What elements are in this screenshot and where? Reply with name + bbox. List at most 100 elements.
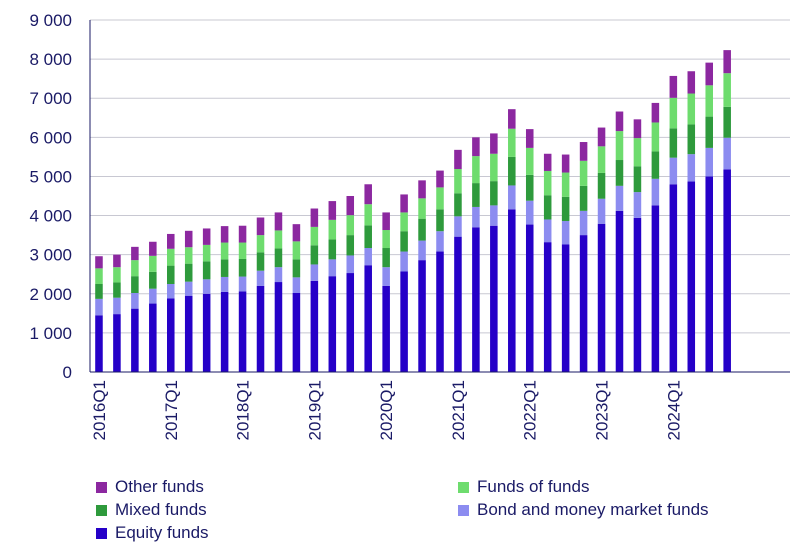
y-tick-label: 7 000 xyxy=(29,89,72,108)
legend-label-equity-funds: Equity funds xyxy=(115,523,209,542)
bar-segment xyxy=(436,187,444,210)
bar-segment xyxy=(400,212,408,232)
bar-segment xyxy=(256,252,265,271)
bar-segment xyxy=(579,160,588,186)
y-tick-label: 5 000 xyxy=(29,167,72,186)
bar-segment xyxy=(382,248,390,268)
bar-segment xyxy=(202,244,211,262)
bar-segment xyxy=(328,239,337,260)
legend-label-mixed-funds: Mixed funds xyxy=(115,500,207,519)
x-tick-label: 2022Q1 xyxy=(521,380,540,441)
bar-segment xyxy=(669,184,678,372)
bar-segment xyxy=(382,230,390,249)
bar-segment xyxy=(113,267,121,283)
bar-segment xyxy=(633,119,642,139)
bar-segment xyxy=(615,210,624,372)
bar-segment xyxy=(346,235,355,256)
bar-segment xyxy=(472,206,480,228)
bar-segment xyxy=(615,111,624,132)
bar-segment xyxy=(561,172,570,197)
bar-segment xyxy=(274,248,283,268)
bar-segment xyxy=(525,224,534,372)
bar-segment xyxy=(364,225,372,249)
bar-segment xyxy=(561,221,570,245)
bar-segment xyxy=(436,209,444,232)
bar-segment xyxy=(364,248,372,266)
bar-segment xyxy=(490,205,498,226)
bar-segment xyxy=(202,228,211,245)
bars xyxy=(95,50,731,372)
y-tick-label: 6 000 xyxy=(29,128,72,147)
legend-item-bond-and-money-market-funds: Bond and money market funds xyxy=(458,499,709,521)
bar-segment xyxy=(400,251,408,272)
bar-segment xyxy=(543,153,552,171)
bar-segment xyxy=(418,180,426,199)
bar-segment xyxy=(669,97,678,129)
bar-segment xyxy=(346,255,355,274)
x-tick-label: 2019Q1 xyxy=(305,380,324,441)
bar-segment xyxy=(131,292,139,309)
bar-segment xyxy=(310,226,319,246)
bar-segment xyxy=(113,282,121,298)
y-tick-label: 3 000 xyxy=(29,246,72,265)
bar-segment xyxy=(292,292,301,372)
bar-segment xyxy=(705,116,713,148)
bar-segment xyxy=(418,260,426,372)
bar-segment xyxy=(454,236,462,372)
bar-segment xyxy=(579,142,588,161)
bar-segment xyxy=(687,124,696,155)
bar-segment xyxy=(472,156,480,184)
bar-segment xyxy=(95,284,103,299)
bar-segment xyxy=(256,270,265,286)
bar-segment xyxy=(454,149,462,170)
bar-segment xyxy=(238,276,247,292)
bar-segment xyxy=(167,248,175,266)
y-tick-label: 8 000 xyxy=(29,50,72,69)
x-tick-label: 2023Q1 xyxy=(593,380,612,441)
bar-segment xyxy=(669,157,678,185)
bar-segment xyxy=(454,216,462,237)
bar-segment xyxy=(149,255,157,272)
bar-segment xyxy=(418,240,426,261)
bar-segment xyxy=(149,303,157,372)
bar-segment xyxy=(400,194,408,213)
bar-segment xyxy=(95,256,103,269)
bar-segment xyxy=(687,71,696,94)
bar-segment xyxy=(149,288,157,304)
bar-segment xyxy=(490,153,498,182)
bar-segment xyxy=(328,259,337,277)
legend-item-funds-of-funds: Funds of funds xyxy=(458,476,589,498)
bar-segment xyxy=(543,170,552,196)
bar-segment xyxy=(310,208,319,227)
bar-segment xyxy=(705,176,713,372)
bar-segment xyxy=(651,205,660,372)
bar-segment xyxy=(651,122,660,152)
bar-segment xyxy=(525,200,534,225)
legend-swatch-other-funds xyxy=(96,481,107,493)
bar-segment xyxy=(292,277,301,293)
bar-segment xyxy=(113,297,121,315)
bar-segment xyxy=(256,235,265,253)
bar-segment xyxy=(131,260,139,277)
bar-segment xyxy=(310,245,319,265)
bar-segment xyxy=(149,271,157,289)
bar-segment xyxy=(184,247,193,264)
bar-segment xyxy=(292,259,301,278)
bar-segment xyxy=(131,246,139,261)
bar-segment xyxy=(274,267,283,283)
bar-segment xyxy=(723,106,731,138)
bar-segment xyxy=(167,284,175,299)
bar-segment xyxy=(113,254,121,268)
legend-swatch-funds-of-funds xyxy=(458,481,469,493)
legend-label-bond-and-money-market-funds: Bond and money market funds xyxy=(477,500,709,519)
bar-segment xyxy=(346,215,355,236)
y-tick-label: 1 000 xyxy=(29,324,72,343)
bar-segment xyxy=(633,217,642,372)
bar-segment xyxy=(633,192,642,218)
bar-segment xyxy=(364,265,372,372)
bar-segment xyxy=(615,185,624,211)
bar-segment xyxy=(149,241,157,256)
bar-segment xyxy=(364,204,372,226)
bar-segment xyxy=(508,185,516,210)
bar-segment xyxy=(633,166,642,193)
